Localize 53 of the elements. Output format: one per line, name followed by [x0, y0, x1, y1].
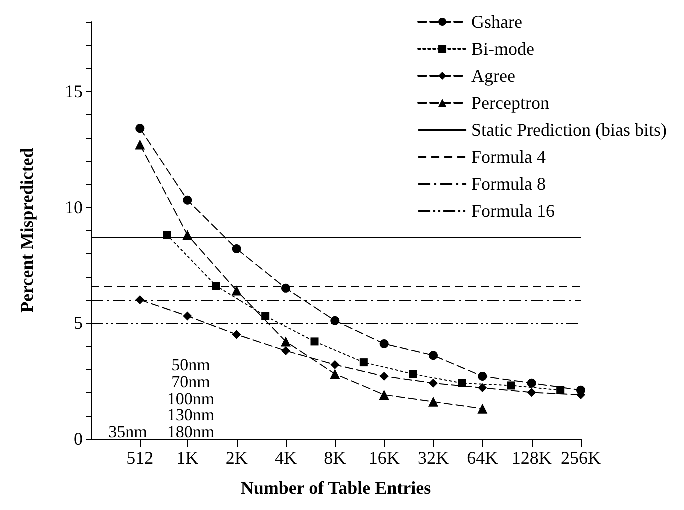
x-tick-label: 512: [126, 448, 154, 468]
x-tick-label: 16K: [368, 448, 400, 468]
x-tick-label: 2K: [226, 448, 248, 468]
annotation: 70nm: [172, 372, 210, 392]
point: [379, 390, 390, 400]
point: [428, 396, 438, 407]
y-tick-label: 0: [74, 429, 83, 449]
annotation: 50nm: [172, 356, 210, 374]
point: [380, 372, 389, 381]
legend-label: Gshare: [472, 12, 523, 32]
annotation: 35nm: [108, 422, 148, 442]
x-tick-label: 4K: [274, 448, 297, 468]
legend-label: Perceptron: [472, 93, 550, 113]
point: [330, 369, 340, 380]
x-tick-label: 1K: [176, 448, 199, 468]
x-tick-label: 128K: [512, 448, 552, 468]
point: [280, 336, 291, 347]
point: [232, 286, 242, 296]
point: [330, 360, 340, 370]
legend-label: Bi-mode: [472, 39, 535, 59]
y-axis-title: Percent Mispredicted: [17, 148, 37, 313]
point: [478, 404, 488, 414]
point: [428, 378, 438, 388]
point: [527, 388, 536, 398]
annotation: 130nm: [167, 406, 215, 424]
point: [182, 230, 193, 240]
legend-label: Formula 16: [472, 201, 556, 221]
point: [232, 244, 242, 254]
point: [478, 372, 488, 381]
point: [183, 196, 192, 205]
y-tick-label: 5: [74, 313, 83, 334]
annotation: 100nm: [167, 390, 215, 408]
point: [527, 378, 536, 388]
legend-label: Static Prediction (bias bits): [472, 120, 668, 140]
point: [429, 351, 438, 360]
x-tick-label: 64K: [467, 448, 498, 468]
point: [281, 346, 290, 356]
legend-label: Formula 8: [472, 174, 546, 194]
x-tick-label: 32K: [418, 448, 449, 468]
annotation: 180nm: [167, 422, 215, 442]
x-tick-label: 8K: [324, 448, 346, 468]
point: [478, 384, 488, 393]
legend-label: Agree: [472, 66, 516, 86]
point: [183, 312, 192, 321]
y-tick-label: 10: [65, 197, 83, 218]
point: [330, 316, 340, 326]
y-tick-label: 15: [65, 82, 83, 102]
x-axis-title: Number of Table Entries: [240, 478, 432, 498]
x-tick-label: 256K: [561, 448, 601, 468]
point: [232, 330, 242, 340]
legend-label: Formula 4: [472, 147, 546, 167]
point: [380, 340, 389, 349]
point: [282, 284, 290, 293]
